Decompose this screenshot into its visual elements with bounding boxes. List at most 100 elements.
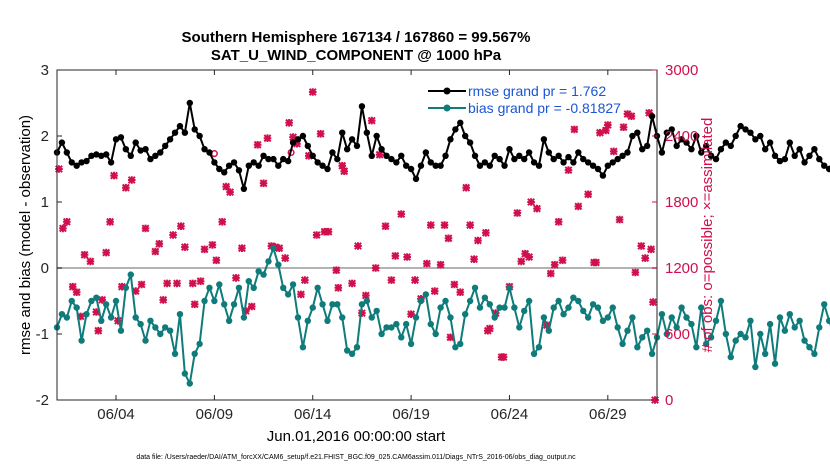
bias-point xyxy=(398,334,405,341)
rmse-point xyxy=(781,155,789,163)
bias-point xyxy=(766,320,774,328)
obs-assimilated-marker xyxy=(554,217,563,226)
bias-point xyxy=(555,297,562,305)
rmse-point xyxy=(550,155,557,163)
y-tick-label-right: 3000 xyxy=(665,62,698,79)
bias-point xyxy=(535,344,543,351)
rmse-point xyxy=(698,149,705,156)
rmse-point xyxy=(117,134,125,141)
axis-ticks: 06/04 06/09 06/14 06/19 06/24 06/29 -2 -1 0 1 2 3 0 6… xyxy=(36,62,699,423)
rmse-point xyxy=(402,162,410,169)
bias-point xyxy=(329,301,336,308)
bias-point xyxy=(447,314,454,321)
obs-assimilated-marker xyxy=(485,324,494,333)
bias-point xyxy=(388,324,395,331)
rmse-point xyxy=(412,175,420,183)
obs-assimilated-marker xyxy=(584,190,593,199)
x-tick-label: 06/04 xyxy=(97,406,135,423)
obs-assimilated-marker xyxy=(371,264,380,272)
bias-point xyxy=(496,304,503,311)
obs-assimilated-marker xyxy=(118,282,126,291)
rmse-point xyxy=(466,139,474,146)
bias-point xyxy=(471,284,479,291)
rmse-point xyxy=(791,152,798,159)
obs-assimilated-marker xyxy=(403,253,412,261)
rmse-point xyxy=(304,142,312,150)
bias-point xyxy=(137,320,144,328)
bias-point xyxy=(707,334,715,341)
y-tick-label-left: 0 xyxy=(41,260,49,277)
rmse-point xyxy=(137,147,144,154)
bias-point xyxy=(540,314,548,321)
obs-assimilated-marker xyxy=(297,290,305,299)
obs-assimilated-marker xyxy=(391,251,400,260)
obs-assimilated-marker xyxy=(293,139,301,148)
rmse-point xyxy=(747,129,754,136)
rmse-point xyxy=(275,162,282,169)
bias-point xyxy=(299,344,307,351)
rmse-point xyxy=(565,153,572,161)
bias-point xyxy=(634,344,641,351)
rmse-point xyxy=(339,129,346,136)
bias-point xyxy=(83,311,90,318)
obs-assimilated-marker xyxy=(450,280,459,289)
bias-point xyxy=(481,294,489,301)
bias-point xyxy=(402,320,410,328)
obs-assimilated-marker xyxy=(212,256,221,265)
bias-point xyxy=(407,340,415,348)
rmse-point xyxy=(580,155,587,163)
obs-assimilated-marker xyxy=(354,242,362,250)
rmse-point xyxy=(678,136,685,143)
obs-assimilated-marker xyxy=(308,88,317,96)
obs-assimilated-marker xyxy=(110,171,118,180)
rmse-point xyxy=(648,113,656,120)
bias-point xyxy=(294,314,302,321)
y-tick-label-right: 1200 xyxy=(665,260,698,277)
bias-point xyxy=(211,297,218,305)
y-tick-label-right: 0 xyxy=(665,392,673,409)
rmse-point xyxy=(363,129,371,136)
rmse-point xyxy=(358,103,366,110)
rmse-point xyxy=(181,129,189,136)
obs-assimilated-marker xyxy=(440,221,449,230)
rmse-point xyxy=(452,126,459,133)
obs-assimilated-marker xyxy=(196,277,205,286)
obs-assimilated-marker xyxy=(407,310,416,319)
bias-point xyxy=(516,324,523,331)
rmse-point xyxy=(643,142,651,150)
obs-assimilated-marker xyxy=(200,245,209,254)
rmse-point xyxy=(717,146,725,153)
rmse-point xyxy=(752,136,759,143)
obs-assimilated-marker xyxy=(316,129,325,138)
rmse-point xyxy=(437,162,444,169)
rmse-point xyxy=(776,157,784,165)
legend-bias-marker xyxy=(443,104,451,112)
obs-assimilated-marker xyxy=(430,287,439,296)
obs-assimilated-marker xyxy=(259,179,268,188)
bias-point xyxy=(171,350,179,357)
bias-point xyxy=(230,301,238,308)
plot-frame xyxy=(56,69,658,401)
rmse-point xyxy=(545,149,553,156)
rmse-point xyxy=(594,165,602,173)
rmse-point xyxy=(801,159,808,166)
rmse-point xyxy=(270,155,277,163)
obs-assimilated-marker xyxy=(649,298,657,307)
bias-point xyxy=(648,350,656,357)
footnote: data file: /Users/raeder/DAI/ATM_forcXX/… xyxy=(136,454,576,461)
bias-point xyxy=(191,350,198,357)
rmse-point xyxy=(225,162,233,169)
bias-point xyxy=(378,330,385,338)
bias-point xyxy=(530,350,538,357)
rmse-point xyxy=(245,162,253,169)
bias-point xyxy=(643,327,651,334)
obs-assimilated-marker xyxy=(300,276,309,285)
obs-assimilated-marker xyxy=(499,353,508,362)
rmse-point xyxy=(102,151,110,158)
obs-assimilated-marker xyxy=(320,227,329,236)
y-tick-label-left: 2 xyxy=(41,128,49,145)
y-tick-label-left: 3 xyxy=(41,62,49,79)
obs-assimilated-marker xyxy=(226,188,235,197)
obs-assimilated-marker xyxy=(275,244,284,253)
x-tick-label: 06/24 xyxy=(491,406,529,423)
